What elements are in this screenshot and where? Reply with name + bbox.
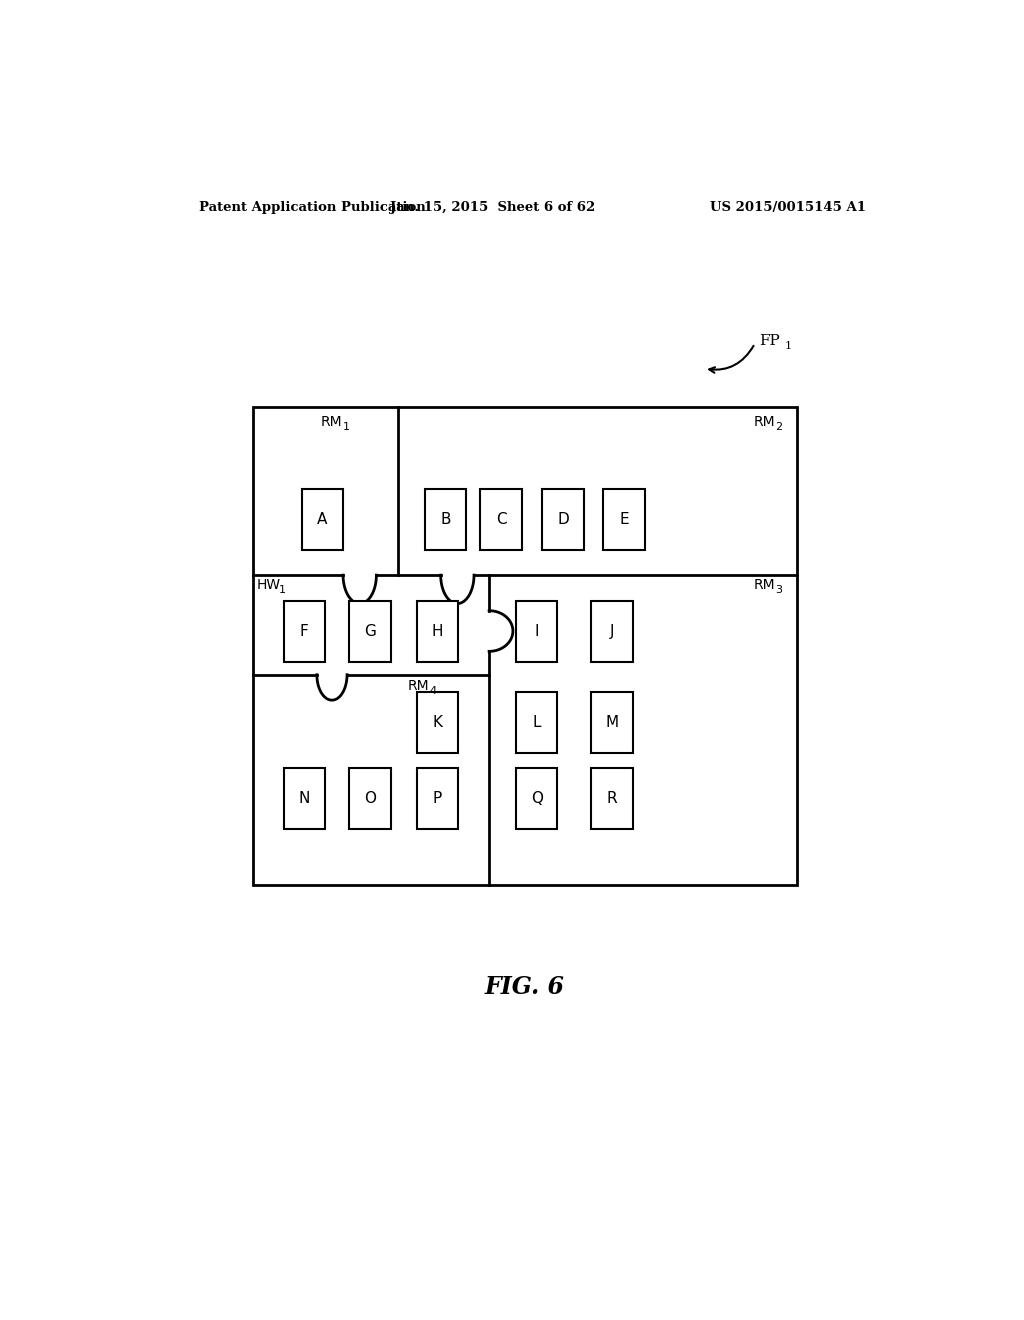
Text: P: P <box>433 791 442 807</box>
Text: K: K <box>432 715 442 730</box>
Text: R: R <box>607 791 617 807</box>
Bar <box>417 692 458 752</box>
Bar <box>417 768 458 829</box>
Text: E: E <box>620 512 629 527</box>
Bar <box>425 488 466 549</box>
Text: 3: 3 <box>775 585 782 595</box>
Text: J: J <box>610 623 614 639</box>
Bar <box>284 768 325 829</box>
Text: L: L <box>532 715 541 730</box>
Text: 1: 1 <box>785 342 793 351</box>
Bar <box>349 768 391 829</box>
Bar <box>592 692 633 752</box>
Text: 1: 1 <box>279 585 286 595</box>
Bar <box>592 601 633 661</box>
Bar <box>302 488 343 549</box>
Text: FIG. 6: FIG. 6 <box>484 974 565 999</box>
Text: B: B <box>440 512 451 527</box>
Bar <box>543 488 584 549</box>
Bar <box>592 768 633 829</box>
Text: Q: Q <box>530 791 543 807</box>
Bar <box>516 768 557 829</box>
Text: 2: 2 <box>775 421 782 432</box>
Bar <box>349 601 391 661</box>
Text: A: A <box>317 512 328 527</box>
Text: HW: HW <box>257 578 281 593</box>
Bar <box>284 601 325 661</box>
Bar <box>603 488 645 549</box>
Text: M: M <box>605 715 618 730</box>
Text: O: O <box>365 791 376 807</box>
Text: G: G <box>365 623 376 639</box>
Bar <box>516 692 557 752</box>
Text: 4: 4 <box>430 686 436 696</box>
Text: F: F <box>300 623 308 639</box>
Text: N: N <box>298 791 310 807</box>
Text: FP: FP <box>759 334 779 348</box>
Text: US 2015/0015145 A1: US 2015/0015145 A1 <box>710 201 866 214</box>
Text: D: D <box>557 512 568 527</box>
Text: I: I <box>535 623 539 639</box>
Text: C: C <box>496 512 506 527</box>
Bar <box>480 488 521 549</box>
Bar <box>417 601 458 661</box>
Text: Patent Application Publication: Patent Application Publication <box>200 201 426 214</box>
Text: H: H <box>432 623 443 639</box>
Bar <box>253 408 797 886</box>
Text: RM: RM <box>408 678 429 693</box>
Text: RM: RM <box>754 414 775 429</box>
Text: RM: RM <box>754 578 775 593</box>
Text: RM: RM <box>321 414 342 429</box>
Bar <box>516 601 557 661</box>
Text: Jan. 15, 2015  Sheet 6 of 62: Jan. 15, 2015 Sheet 6 of 62 <box>390 201 596 214</box>
Text: 1: 1 <box>343 421 350 432</box>
